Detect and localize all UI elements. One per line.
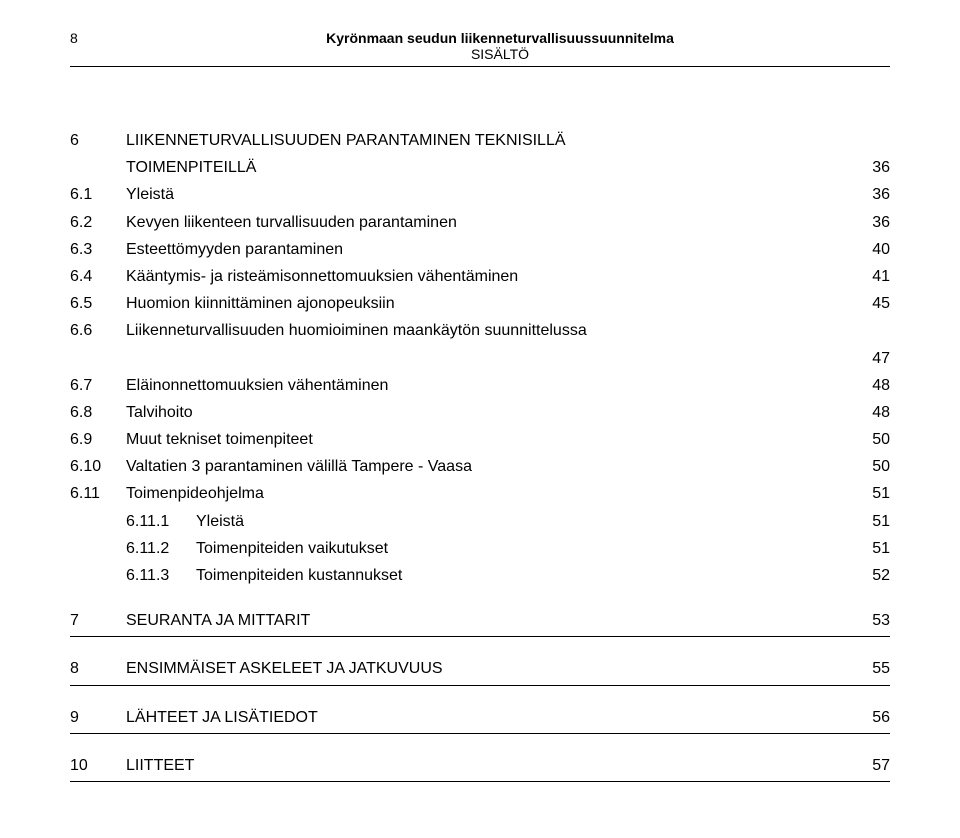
page-header: 8 Kyrönmaan seudun liikenneturvallisuuss…: [70, 30, 890, 62]
toc-page: 51: [850, 508, 890, 535]
toc-idx: 6: [70, 127, 126, 154]
header-rule: [70, 66, 890, 67]
toc-label: Toimenpiteiden kustannukset: [196, 562, 850, 589]
toc-row: 7 SEURANTA JA MITTARIT 53: [70, 607, 890, 634]
toc-label: TOIMENPITEILLÄ: [126, 154, 850, 181]
toc-chapter-7: 7 SEURANTA JA MITTARIT 53: [70, 607, 890, 637]
toc-label: ENSIMMÄISET ASKELEET JA JATKUVUUS: [126, 655, 850, 682]
header-text: Kyrönmaan seudun liikenneturvallisuussuu…: [110, 30, 890, 62]
toc-row: 6 LIIKENNETURVALLISUUDEN PARANTAMINEN TE…: [70, 127, 890, 154]
toc-label: Kevyen liikenteen turvallisuuden paranta…: [126, 209, 850, 236]
toc-label: Muut tekniset toimenpiteet: [126, 426, 850, 453]
toc-idx: 6.11: [70, 480, 126, 507]
toc-label: Esteettömyyden parantaminen: [126, 236, 850, 263]
toc-row: 6.1 Yleistä 36: [70, 181, 890, 208]
toc-row: 6.3 Esteettömyyden parantaminen 40: [70, 236, 890, 263]
toc-row: 6.2 Kevyen liikenteen turvallisuuden par…: [70, 209, 890, 236]
toc-row: 6.11.3 Toimenpiteiden kustannukset 52: [70, 562, 890, 589]
toc-content: 6 LIIKENNETURVALLISUUDEN PARANTAMINEN TE…: [70, 127, 890, 782]
toc-page: 40: [850, 236, 890, 263]
toc-row: 6.5 Huomion kiinnittäminen ajonopeuksiin…: [70, 290, 890, 317]
toc-page: 52: [850, 562, 890, 589]
toc-page: 48: [850, 399, 890, 426]
toc-page: 45: [850, 290, 890, 317]
toc-label: Yleistä: [126, 181, 850, 208]
toc-chapter-9: 9 LÄHTEET JA LISÄTIEDOT 56: [70, 704, 890, 734]
toc-row: 9 LÄHTEET JA LISÄTIEDOT 56: [70, 704, 890, 731]
toc-idx: 6.3: [70, 236, 126, 263]
toc-row: TOIMENPITEILLÄ 36: [70, 154, 890, 181]
toc-page: 51: [850, 480, 890, 507]
toc-label: LIITTEET: [126, 752, 850, 779]
toc-row: 6.10 Valtatien 3 parantaminen välillä Ta…: [70, 453, 890, 480]
toc-row: 6.4 Kääntymis- ja risteämisonnettomuuksi…: [70, 263, 890, 290]
toc-page: 56: [850, 704, 890, 731]
toc-label: Valtatien 3 parantaminen välillä Tampere…: [126, 453, 850, 480]
toc-row: 6.8 Talvihoito 48: [70, 399, 890, 426]
toc-label: Eläinonnettomuuksien vähentäminen: [126, 372, 850, 399]
toc-label: Toimenpiteiden vaikutukset: [196, 535, 850, 562]
toc-page: 48: [850, 372, 890, 399]
toc-idx: 6.7: [70, 372, 126, 399]
toc-idx: 6.5: [70, 290, 126, 317]
toc-page: 41: [850, 263, 890, 290]
toc-row: 47: [70, 345, 890, 372]
toc-label: SEURANTA JA MITTARIT: [126, 607, 850, 634]
toc-row: 8 ENSIMMÄISET ASKELEET JA JATKUVUUS 55: [70, 655, 890, 682]
toc-row: 6.6 Liikenneturvallisuuden huomioiminen …: [70, 317, 890, 344]
chapter-rule: [70, 733, 890, 734]
toc-row: 10 LIITTEET 57: [70, 752, 890, 779]
toc-page: 55: [850, 655, 890, 682]
toc-page: 57: [850, 752, 890, 779]
chapter-rule: [70, 685, 890, 686]
toc-page: 47: [850, 345, 890, 372]
toc-idx: 6.9: [70, 426, 126, 453]
chapter-rule: [70, 781, 890, 782]
toc-label: Toimenpideohjelma: [126, 480, 850, 507]
toc-row: 6.11.2 Toimenpiteiden vaikutukset 51: [70, 535, 890, 562]
toc-idx: 6.11.1: [126, 508, 196, 535]
toc-page: 50: [850, 453, 890, 480]
toc-idx: 6.11.2: [126, 535, 196, 562]
toc-chapter-6: 6 LIIKENNETURVALLISUUDEN PARANTAMINEN TE…: [70, 127, 890, 589]
toc-chapter-10: 10 LIITTEET 57: [70, 752, 890, 782]
doc-subtitle: SISÄLTÖ: [110, 46, 890, 62]
toc-idx: 6.10: [70, 453, 126, 480]
toc-label: LIIKENNETURVALLISUUDEN PARANTAMINEN TEKN…: [126, 127, 850, 154]
chapter-rule: [70, 636, 890, 637]
toc-page: 36: [850, 181, 890, 208]
toc-idx: 6.1: [70, 181, 126, 208]
toc-idx: 6.2: [70, 209, 126, 236]
toc-idx: 6.8: [70, 399, 126, 426]
toc-page: 53: [850, 607, 890, 634]
toc-idx: 6.6: [70, 317, 126, 344]
doc-title: Kyrönmaan seudun liikenneturvallisuussuu…: [110, 30, 890, 46]
toc-label: Liikenneturvallisuuden huomioiminen maan…: [126, 317, 850, 344]
toc-page: 50: [850, 426, 890, 453]
toc-label: LÄHTEET JA LISÄTIEDOT: [126, 704, 850, 731]
toc-label: Huomion kiinnittäminen ajonopeuksiin: [126, 290, 850, 317]
toc-idx: 6.4: [70, 263, 126, 290]
toc-page: 51: [850, 535, 890, 562]
toc-label: Talvihoito: [126, 399, 850, 426]
toc-row: 6.11.1 Yleistä 51: [70, 508, 890, 535]
toc-idx: 9: [70, 704, 126, 731]
toc-row: 6.7 Eläinonnettomuuksien vähentäminen 48: [70, 372, 890, 399]
toc-idx: 6.11.3: [126, 562, 196, 589]
page-number: 8: [70, 30, 110, 46]
toc-row: 6.9 Muut tekniset toimenpiteet 50: [70, 426, 890, 453]
toc-page: 36: [850, 154, 890, 181]
toc-idx: 7: [70, 607, 126, 634]
toc-idx: 8: [70, 655, 126, 682]
toc-idx: 10: [70, 752, 126, 779]
toc-chapter-8: 8 ENSIMMÄISET ASKELEET JA JATKUVUUS 55: [70, 655, 890, 685]
toc-page: 36: [850, 209, 890, 236]
toc-row: 6.11 Toimenpideohjelma 51: [70, 480, 890, 507]
toc-label: Kääntymis- ja risteämisonnettomuuksien v…: [126, 263, 850, 290]
toc-label: Yleistä: [196, 508, 850, 535]
